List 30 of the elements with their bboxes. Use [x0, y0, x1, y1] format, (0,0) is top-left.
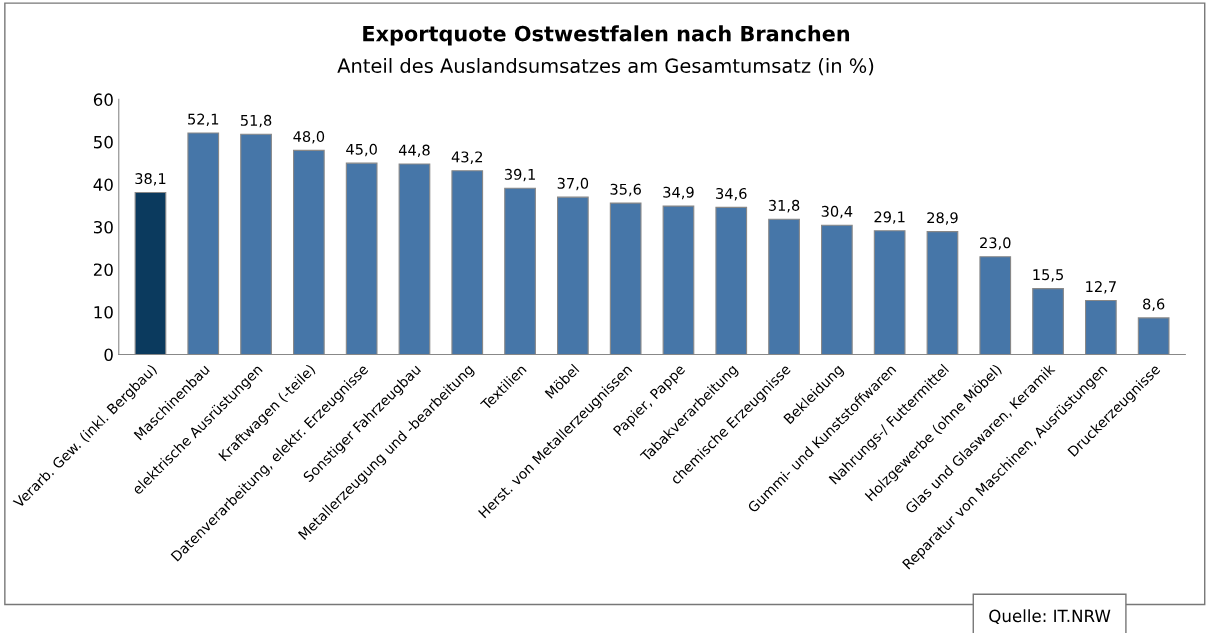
data-label: 30,4 [821, 205, 853, 219]
y-tick-label: 0 [104, 348, 113, 362]
data-label: 34,6 [716, 187, 747, 201]
data-label: 12,7 [1086, 281, 1116, 294]
data-label: 43,2 [451, 151, 483, 164]
source-note: Quelle: IT.NRW [989, 609, 1111, 625]
data-label: 48,0 [293, 130, 325, 144]
data-label: 37,0 [557, 177, 589, 191]
y-tick-label: 40 [93, 178, 113, 191]
y-tick-label: 50 [93, 135, 113, 149]
y-tick-label: 10 [94, 305, 113, 319]
data-label: 39,1 [504, 168, 535, 182]
data-label: 35,6 [610, 183, 641, 197]
y-tick-label: 30 [93, 220, 113, 234]
data-label: 52,1 [188, 113, 219, 127]
data-label: 31,8 [768, 199, 800, 213]
y-tick-label: 20 [93, 263, 113, 277]
data-label: 44,8 [398, 144, 430, 158]
chart-title: Exportquote Ostwestfalen nach Branchen [363, 25, 850, 46]
data-label: 34,9 [663, 186, 694, 200]
data-label: 8,6 [1143, 298, 1165, 312]
data-label: 38,1 [135, 173, 166, 186]
chart-subtitle: Anteil des Auslandsumsatzes am Gesamtumsatz (in %) [337, 58, 874, 76]
data-label: 15,5 [1033, 269, 1064, 282]
data-label: 29,1 [874, 211, 905, 224]
data-label: 28,9 [927, 212, 958, 225]
data-label: 23,0 [980, 237, 1011, 250]
data-label: 51,8 [240, 114, 272, 128]
y-tick-label: 60 [93, 93, 113, 106]
data-label: 45,0 [346, 143, 377, 157]
